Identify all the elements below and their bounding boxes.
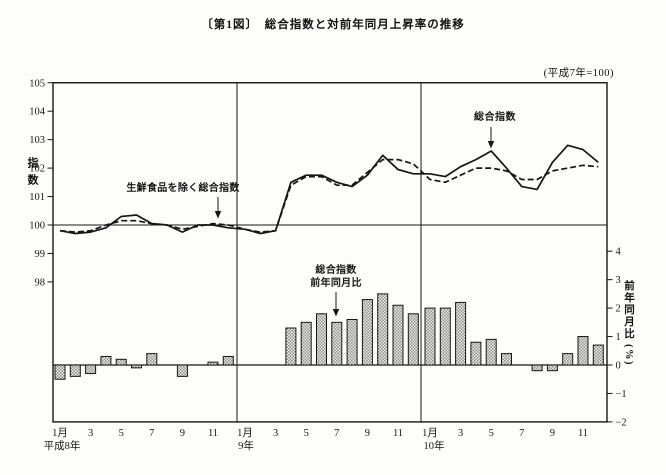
bar-yoy-month	[361, 299, 373, 366]
month-label: 3	[273, 428, 278, 439]
month-label: 9	[365, 428, 370, 439]
bar-yoy-month	[69, 364, 81, 377]
chart-frame	[52, 82, 608, 423]
index-axis-tick-label: 103	[29, 135, 45, 146]
pct-axis-tick-label: −2	[616, 417, 627, 428]
total-yoy-bar-arrowhead	[332, 309, 340, 317]
bar-yoy-month	[407, 313, 419, 366]
pct-axis-tick-label: 2	[616, 304, 621, 315]
bar-yoy-month	[54, 364, 66, 380]
month-label: 1月	[52, 427, 68, 439]
month-label: 7	[334, 428, 339, 439]
index-axis-tick-label: 99	[35, 249, 46, 260]
index-axis-tick-label: 102	[29, 164, 45, 175]
year-label: 平成8年	[44, 439, 81, 452]
bar-yoy-month	[207, 361, 219, 366]
month-label: 1月	[422, 427, 438, 439]
year-label: 10年	[424, 439, 445, 452]
bar-yoy-month	[285, 327, 297, 366]
total-line-arrowhead	[487, 141, 495, 149]
bar-yoy-month	[100, 355, 112, 366]
bar-yoy-month	[439, 307, 451, 366]
month-label: 5	[119, 428, 124, 439]
bar-yoy-month	[222, 355, 234, 366]
index-axis-tick-label: 105	[29, 78, 45, 89]
pct-axis-tick-label: 3	[616, 275, 621, 286]
total-line-label: 総合指数	[474, 110, 516, 123]
bar-yoy-month	[501, 353, 512, 366]
pct-axis-title: 前年同月比 (%)	[621, 280, 636, 366]
bar-yoy-month	[115, 358, 127, 366]
pct-axis-unit: (%)	[623, 344, 634, 366]
pct-axis-tick-label: −1	[616, 389, 627, 400]
month-label: 11	[208, 428, 218, 439]
ex-fresh-line-label: 生鮮食品を除く総合指数	[126, 181, 240, 194]
bar-yoy-month	[470, 341, 482, 366]
bar-yoy-month	[146, 353, 158, 366]
pct-axis-tick-label: 4	[616, 247, 622, 258]
bar-yoy-month	[592, 344, 604, 366]
bar-yoy-month	[176, 364, 188, 377]
bar-yoy-month	[377, 293, 389, 366]
bar-yoy-month	[562, 353, 574, 366]
bar-yoy-month	[546, 364, 558, 372]
month-label: 9	[180, 428, 185, 439]
bar-yoy-month	[485, 338, 497, 366]
index-axis-tick-label: 98	[35, 277, 46, 288]
bar-yoy-month	[455, 301, 467, 366]
bar-yoy-month	[85, 364, 97, 375]
bar-yoy-month	[331, 321, 343, 366]
bar-yoy-month	[316, 313, 327, 366]
month-label: 1月	[237, 427, 253, 439]
bar-yoy-month	[577, 336, 589, 366]
ex-fresh-line-arrowhead	[214, 211, 222, 219]
month-label: 11	[578, 428, 588, 439]
bar-yoy-month	[531, 364, 543, 372]
line-ex-fresh-food-index	[59, 158, 599, 233]
line-total-index	[59, 144, 599, 235]
figure-title: 〔第1図〕 総合指数と対前年同月上昇率の推移	[201, 19, 465, 31]
index-axis-tick-label: 101	[29, 192, 45, 203]
month-label: 9	[550, 428, 555, 439]
total-yoy-bar-label: 前年同月比	[310, 276, 362, 289]
year-label: 9年	[238, 439, 254, 452]
month-label: 7	[519, 428, 524, 439]
month-label: 7	[149, 428, 154, 439]
index-axis-title: 指数	[26, 157, 38, 191]
pct-axis-tick-label: 0	[616, 361, 621, 372]
total-yoy-bar-label: 総合指数	[315, 263, 357, 276]
bar-yoy-month	[300, 321, 312, 366]
month-label: 3	[458, 428, 463, 439]
pct-axis-tick-label: 1	[616, 332, 621, 343]
pct-axis-label: 前年同月比	[623, 280, 634, 340]
month-label: 5	[304, 428, 309, 439]
index-axis-tick-label: 104	[29, 107, 46, 118]
bar-yoy-month	[424, 307, 436, 366]
bar-yoy-month	[346, 318, 358, 366]
index-axis-tick-label: 100	[29, 221, 45, 232]
bar-yoy-month	[392, 304, 404, 366]
base-year-note: (平成7年=100)	[543, 68, 614, 79]
month-label: 3	[88, 428, 93, 439]
month-label: 11	[393, 428, 403, 439]
bar-yoy-month	[131, 364, 142, 369]
month-label: 5	[489, 428, 494, 439]
